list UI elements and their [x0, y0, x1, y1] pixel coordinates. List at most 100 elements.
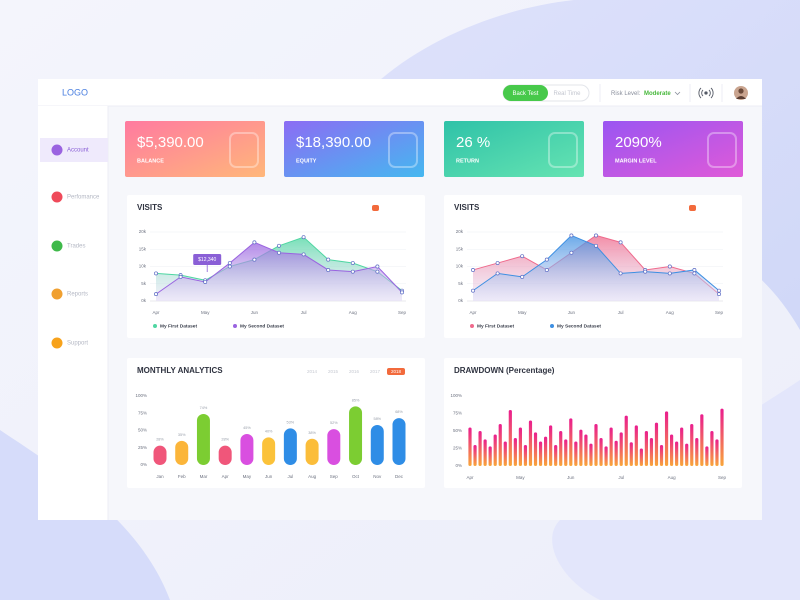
bar — [644, 431, 648, 466]
card-label: BALANCE — [137, 158, 164, 164]
tooltip — [193, 254, 222, 266]
x-tick-label: Jul — [618, 310, 624, 315]
signal-icon[interactable] — [698, 87, 714, 99]
point — [350, 269, 355, 274]
value-label: 40% — [265, 429, 273, 433]
bar — [584, 434, 588, 466]
point — [154, 292, 158, 297]
point — [717, 292, 721, 297]
y-tick-label: 15k — [456, 246, 464, 251]
card — [603, 121, 743, 177]
bar — [574, 441, 578, 466]
point — [594, 233, 598, 238]
nav-icon[interactable] — [51, 144, 63, 156]
x-tick-label: Sep — [715, 310, 724, 315]
x-tick-label: May — [243, 474, 252, 479]
period-tab[interactable]: 2014 — [307, 369, 318, 374]
bar — [609, 427, 613, 466]
sidebar-items: Account Perfomance Trades Reports Support — [40, 138, 108, 349]
bar — [554, 445, 558, 466]
nav-label[interactable]: Account — [67, 148, 89, 154]
x-tick-label: Jul — [287, 474, 293, 479]
point — [227, 261, 232, 265]
bar — [508, 410, 512, 466]
x-tick-label: Jun — [265, 474, 273, 479]
period-tab[interactable]: 2015 — [328, 369, 339, 374]
risk-value[interactable]: Moderate — [644, 91, 671, 97]
logo[interactable]: LOGO — [62, 87, 88, 97]
bar — [240, 433, 254, 465]
bar — [680, 427, 684, 466]
x-tick-label: Nov — [373, 474, 382, 479]
avatar-body — [736, 96, 746, 99]
legend-swatch[interactable] — [153, 324, 157, 328]
card-value: 26 % — [456, 134, 490, 151]
bar — [604, 446, 608, 466]
area — [473, 235, 719, 301]
legend-label[interactable]: My First Dataset — [477, 323, 514, 329]
point — [495, 261, 500, 265]
y-tick-label: 50% — [453, 428, 462, 433]
x-tick-label: Jun — [567, 475, 575, 480]
legend-label[interactable]: My Second Dataset — [557, 323, 601, 329]
bar — [579, 429, 583, 466]
period-selector[interactable] — [372, 205, 379, 211]
nav-icon[interactable] — [51, 240, 63, 252]
nav-icon[interactable] — [51, 191, 63, 203]
value-label: 28% — [156, 438, 164, 442]
legend-swatch[interactable] — [550, 324, 554, 328]
period-tab[interactable]: 2017 — [370, 369, 381, 374]
bar — [564, 439, 568, 466]
bar — [218, 445, 232, 465]
nav-active-bg[interactable] — [40, 138, 108, 162]
bar — [715, 439, 719, 466]
bar — [619, 432, 623, 466]
x-tick-label: Apr — [469, 310, 477, 315]
y-tick-label: 20k — [139, 229, 147, 234]
y-tick-label: 75% — [453, 411, 462, 416]
legend-label[interactable]: My First Dataset — [160, 323, 197, 329]
card-value: $18,390.00 — [296, 134, 371, 151]
nav-label[interactable]: Support — [67, 341, 88, 347]
bar — [700, 414, 704, 466]
point — [618, 240, 623, 245]
y-tick-label: 0% — [455, 463, 462, 468]
point — [618, 271, 623, 276]
legend-swatch[interactable] — [470, 324, 474, 328]
point — [178, 274, 183, 279]
nav-label[interactable]: Perfomance — [67, 195, 100, 201]
toggle-active[interactable] — [503, 85, 548, 101]
point — [277, 250, 281, 255]
x-tick-label: Mar — [200, 474, 208, 479]
value-label: 68% — [395, 410, 403, 414]
y-tick-label: 10k — [139, 264, 147, 269]
x-tick-label: Aug — [666, 310, 675, 315]
header — [38, 79, 762, 106]
nav-icon[interactable] — [51, 288, 63, 300]
point — [544, 268, 549, 272]
x-tick-label: Jul — [618, 475, 624, 480]
point — [252, 257, 257, 262]
nav-label[interactable]: Reports — [67, 292, 88, 298]
period-tab-active[interactable] — [387, 368, 405, 375]
x-tick-label: Sep — [398, 310, 407, 315]
x-tick-label: Sep — [330, 474, 339, 479]
period-selector[interactable] — [689, 205, 696, 211]
bar — [518, 427, 522, 466]
nav-icon[interactable] — [51, 337, 63, 349]
bar — [720, 408, 724, 466]
toggle-option[interactable]: Back Test — [513, 91, 539, 97]
legend-swatch[interactable] — [233, 324, 237, 328]
period-tab[interactable]: 2016 — [349, 369, 360, 374]
bar — [599, 438, 603, 466]
period-tab[interactable]: 2018 — [391, 369, 402, 374]
legend-label[interactable]: My Second Dataset — [240, 323, 284, 329]
bar — [349, 406, 363, 465]
card-icon — [229, 132, 259, 168]
dropdown-arrow[interactable] — [674, 91, 681, 96]
y-tick-label: 20k — [456, 229, 464, 234]
toggle-option[interactable]: Real Time — [553, 91, 581, 97]
nav-label[interactable]: Trades — [67, 244, 85, 250]
bar — [305, 438, 319, 465]
